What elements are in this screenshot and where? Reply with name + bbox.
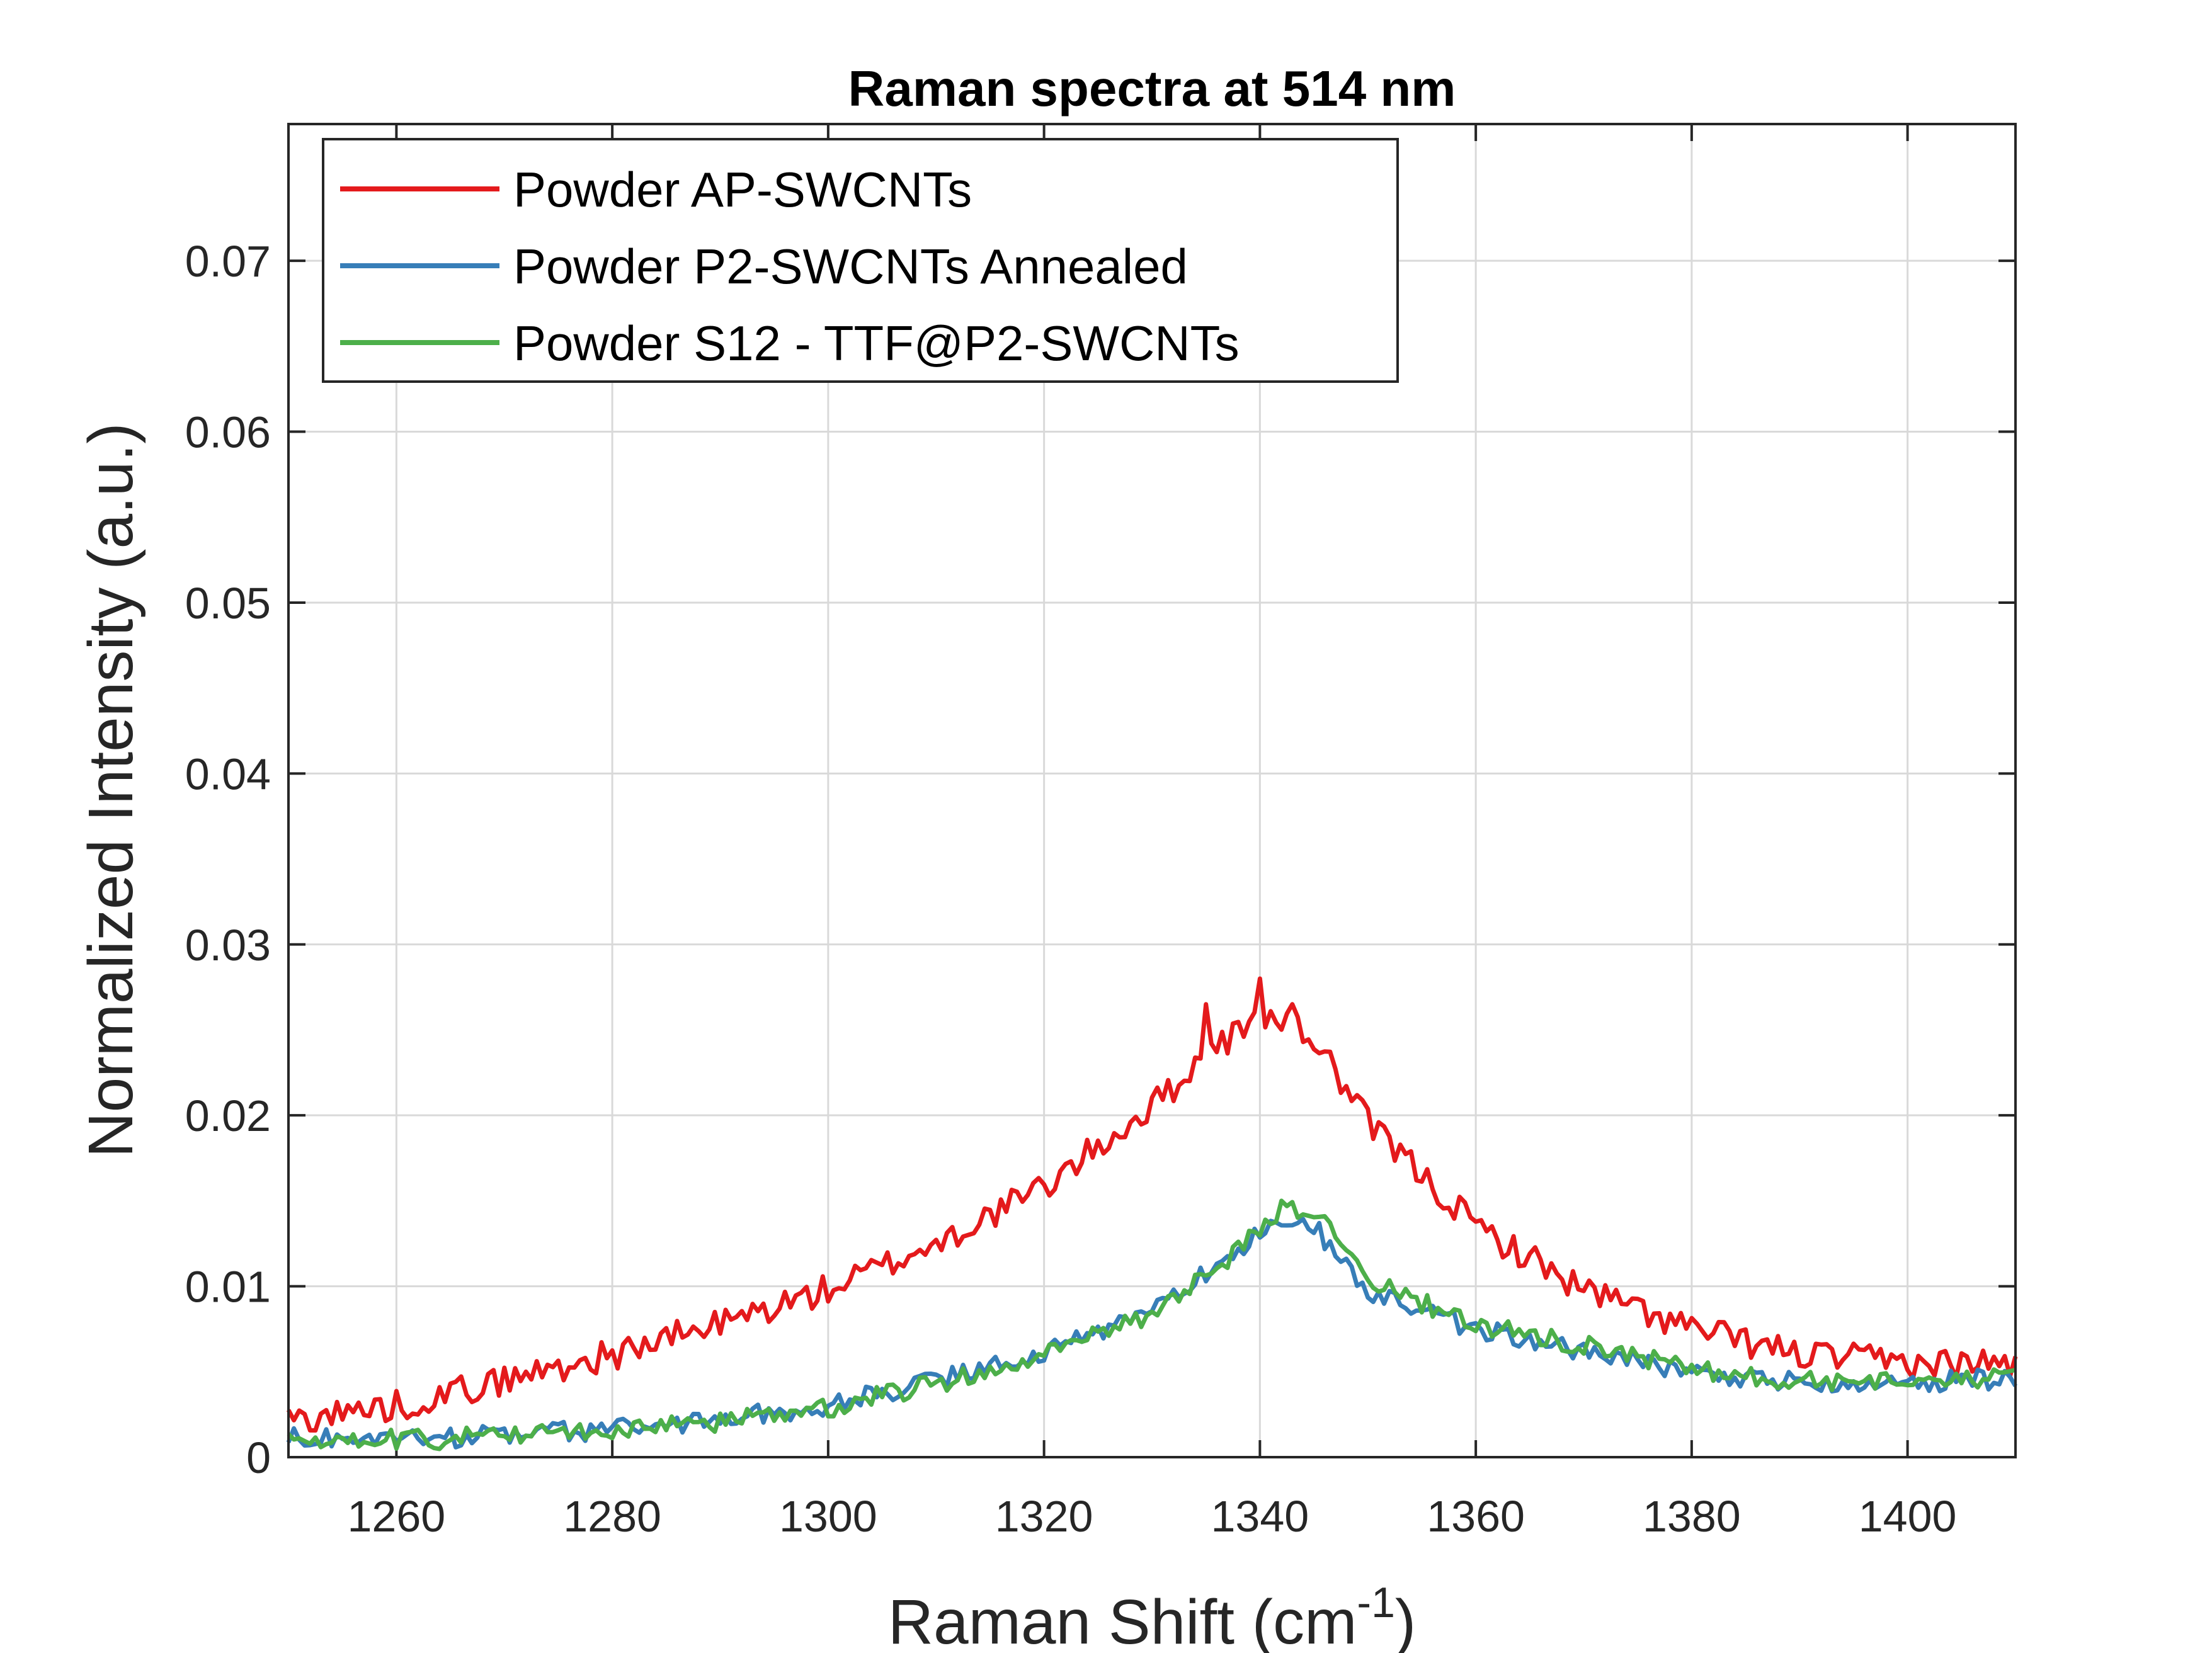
y-tick-label: 0.01	[185, 1263, 271, 1312]
x-axis-label-superscript: -1	[1357, 1579, 1394, 1627]
legend-entry-label: Powder P2-SWCNTs Annealed	[513, 239, 1188, 294]
y-tick-label: 0	[246, 1433, 271, 1482]
series-line-3	[287, 1198, 2016, 1451]
y-tick-label: 0.04	[185, 749, 271, 798]
x-tick-label: 1400	[1859, 1492, 1957, 1541]
y-tick-label: 0.03	[185, 921, 271, 970]
x-axis-label-main: Raman Shift (cm	[888, 1587, 1357, 1653]
y-tick-label: 0.05	[185, 579, 271, 628]
x-axis-label-close: )	[1395, 1587, 1416, 1653]
y-tick-label: 0.07	[185, 237, 271, 286]
x-tick-label: 1260	[348, 1492, 446, 1541]
x-tick-label: 1300	[779, 1492, 877, 1541]
x-tick-label: 1360	[1427, 1492, 1525, 1541]
chart-title: Raman spectra at 514 nm	[848, 60, 1456, 116]
legend-box	[322, 138, 1399, 383]
tick-labels: 1260 1280 1300 1320 1340 1360 1380 1400 0 0.01 0.0…	[185, 237, 1957, 1541]
series-lines	[286, 976, 2018, 1451]
legend-entry-label: Powder S12 - TTF@P2-SWCNTs	[513, 315, 1240, 371]
x-tick-label: 1380	[1643, 1492, 1741, 1541]
y-tick-label: 0.02	[185, 1091, 271, 1140]
x-axis-label: Raman Shift (cm-1)	[888, 1579, 1416, 1653]
x-tick-label: 1320	[995, 1492, 1093, 1541]
x-tick-label: 1280	[563, 1492, 661, 1541]
series-line-1	[286, 976, 2018, 1433]
y-axis-label: Normalized Intensity (a.u.)	[76, 423, 146, 1157]
y-tick-label: 0.06	[185, 408, 271, 457]
legend-entry-label: Powder AP-SWCNTs	[513, 162, 972, 217]
legend: Powder AP-SWCNTs Powder P2-SWCNTs Anneale…	[322, 138, 1399, 383]
plot-area-frame	[287, 123, 2017, 1458]
x-tick-label: 1340	[1211, 1492, 1309, 1541]
